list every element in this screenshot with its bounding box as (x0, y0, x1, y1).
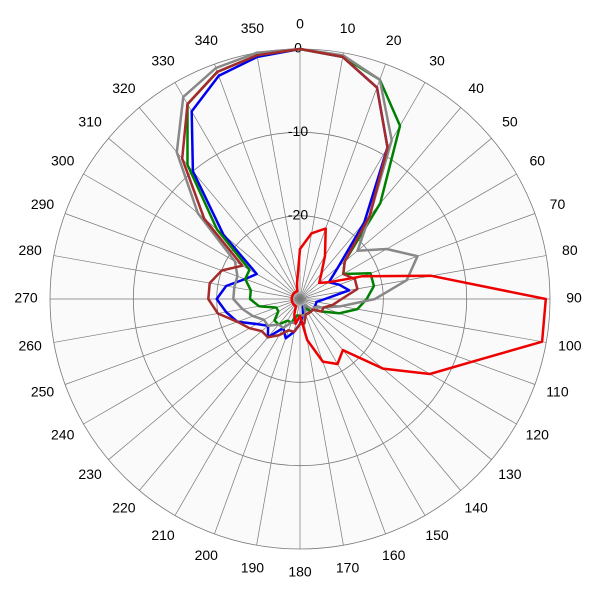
spoke (299, 138, 492, 300)
spoke (299, 298, 386, 535)
spoke (299, 173, 517, 300)
spoke (64, 298, 301, 385)
angle-label: 80 (562, 242, 578, 258)
angle-label: 200 (195, 547, 219, 563)
angle-label: 180 (288, 564, 312, 580)
angle-label: 210 (151, 527, 175, 543)
angle-label: 20 (386, 32, 402, 48)
series-line (180, 47, 389, 339)
angle-label: 140 (464, 500, 488, 516)
spoke (299, 82, 426, 300)
angle-label: 150 (425, 527, 449, 543)
angle-label: 50 (502, 114, 518, 130)
angle-label: 270 (14, 290, 38, 306)
radial-tick-label: -10 (288, 123, 308, 139)
angle-label: 280 (18, 242, 42, 258)
angle-label: 110 (546, 383, 569, 399)
spoke (174, 82, 301, 300)
angle-label: 260 (18, 337, 42, 353)
angle-label: 160 (382, 547, 406, 563)
angle-label: 90 (566, 290, 582, 306)
spoke (64, 213, 301, 300)
spoke (53, 255, 301, 300)
angle-label: 190 (241, 560, 265, 576)
spoke (299, 255, 547, 300)
angle-label: 290 (31, 196, 55, 212)
spoke (214, 63, 301, 300)
angle-label: 40 (468, 80, 484, 96)
spoke (299, 52, 344, 300)
angle-label: 170 (336, 560, 360, 576)
angle-label: 70 (550, 196, 566, 212)
angle-label: 60 (530, 153, 546, 169)
angle-label: 100 (558, 337, 582, 353)
spoke (139, 298, 301, 491)
angle-label: 240 (51, 427, 75, 443)
angle-label: 130 (498, 466, 522, 482)
angle-label: 0 (296, 16, 304, 32)
angle-label: 220 (112, 500, 136, 516)
spoke (139, 107, 301, 300)
spoke (299, 298, 517, 425)
spoke (299, 298, 492, 460)
angle-label: 320 (112, 80, 136, 96)
angle-label: 340 (195, 32, 219, 48)
angle-label: 330 (151, 52, 175, 68)
angle-label: 230 (78, 466, 102, 482)
spoke (299, 298, 461, 491)
angle-label: 10 (340, 20, 356, 36)
spoke (83, 173, 301, 300)
angle-label: 120 (526, 427, 550, 443)
grid-circle (132, 131, 468, 467)
angle-label: 300 (51, 153, 75, 169)
radial-tick-label: 0 (294, 40, 302, 56)
angle-label: 30 (429, 52, 445, 68)
spoke (256, 298, 301, 546)
spoke (299, 298, 426, 516)
angle-label: 250 (31, 383, 55, 399)
radial-tick-label: -20 (288, 206, 308, 222)
spoke (256, 52, 301, 300)
angle-label: 350 (241, 20, 265, 36)
angle-label: 310 (78, 114, 102, 130)
series-line (290, 227, 548, 376)
spoke (299, 63, 386, 300)
